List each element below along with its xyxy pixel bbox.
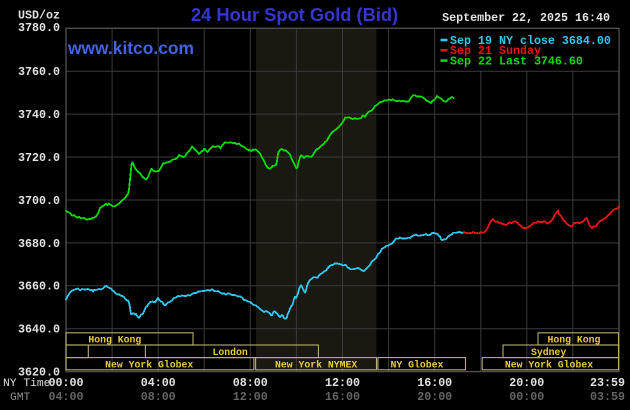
- svg-text:04:00: 04:00: [141, 376, 176, 390]
- svg-text:Sydney: Sydney: [531, 347, 566, 358]
- svg-text:3680.0: 3680.0: [18, 237, 60, 251]
- svg-text:Hong Kong: Hong Kong: [548, 335, 601, 346]
- svg-text:New York NYMEX: New York NYMEX: [275, 360, 357, 371]
- svg-text:08:00: 08:00: [141, 390, 176, 404]
- svg-text:08:00: 08:00: [233, 376, 268, 390]
- svg-text:16:00: 16:00: [417, 376, 452, 390]
- svg-text:September 22, 2025 16:40: September 22, 2025 16:40: [442, 11, 610, 25]
- svg-text:www.kitco.com: www.kitco.com: [67, 38, 194, 58]
- svg-text:Hong Kong: Hong Kong: [88, 335, 141, 346]
- svg-text:Sep 19 NY close 3684.00: Sep 19 NY close 3684.00: [450, 34, 611, 48]
- svg-text:00:00: 00:00: [509, 390, 544, 404]
- svg-text:GMT: GMT: [10, 392, 31, 404]
- svg-text:Sep 21 Sunday: Sep 21 Sunday: [450, 44, 541, 58]
- svg-text:23:59: 23:59: [590, 376, 625, 390]
- svg-text:London: London: [213, 347, 248, 358]
- svg-text:03:59: 03:59: [590, 390, 625, 404]
- svg-text:24 Hour Spot Gold (Bid): 24 Hour Spot Gold (Bid): [191, 4, 398, 25]
- svg-text:12:00: 12:00: [233, 390, 268, 404]
- svg-text:USD/oz: USD/oz: [18, 8, 60, 22]
- svg-text:3640.0: 3640.0: [18, 323, 60, 337]
- svg-text:00:00: 00:00: [49, 376, 84, 390]
- svg-text:3740.0: 3740.0: [18, 108, 60, 122]
- svg-text:3620.0: 3620.0: [18, 366, 60, 380]
- svg-text:16:00: 16:00: [325, 390, 360, 404]
- svg-text:NY Globex: NY Globex: [391, 360, 444, 371]
- svg-text:3660.0: 3660.0: [18, 280, 60, 294]
- svg-text:Sep 22 Last 3746.60: Sep 22 Last 3746.60: [450, 54, 583, 68]
- svg-text:12:00: 12:00: [325, 376, 360, 390]
- svg-text:3760.0: 3760.0: [18, 65, 60, 79]
- svg-text:NY Time: NY Time: [3, 378, 51, 390]
- svg-text:04:00: 04:00: [49, 390, 84, 404]
- svg-text:New York Globex: New York Globex: [105, 360, 193, 371]
- svg-text:3780.0: 3780.0: [18, 21, 60, 35]
- svg-text:New York Globex: New York Globex: [505, 360, 593, 371]
- svg-text:3720.0: 3720.0: [18, 151, 60, 165]
- svg-text:20:00: 20:00: [417, 390, 452, 404]
- svg-text:3700.0: 3700.0: [18, 194, 60, 208]
- svg-text:20:00: 20:00: [509, 376, 544, 390]
